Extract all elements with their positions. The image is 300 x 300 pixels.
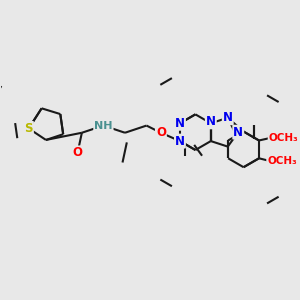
Text: OCH₃: OCH₃ xyxy=(267,156,297,166)
Text: N: N xyxy=(175,135,185,148)
Text: O: O xyxy=(73,146,82,159)
Text: OCH₃: OCH₃ xyxy=(268,133,298,142)
Text: N: N xyxy=(175,117,185,130)
Text: O: O xyxy=(156,126,166,139)
Text: N: N xyxy=(223,111,233,124)
Text: N: N xyxy=(233,126,243,139)
Text: N: N xyxy=(206,115,216,128)
Text: NH: NH xyxy=(94,121,113,130)
Text: S: S xyxy=(24,122,33,135)
